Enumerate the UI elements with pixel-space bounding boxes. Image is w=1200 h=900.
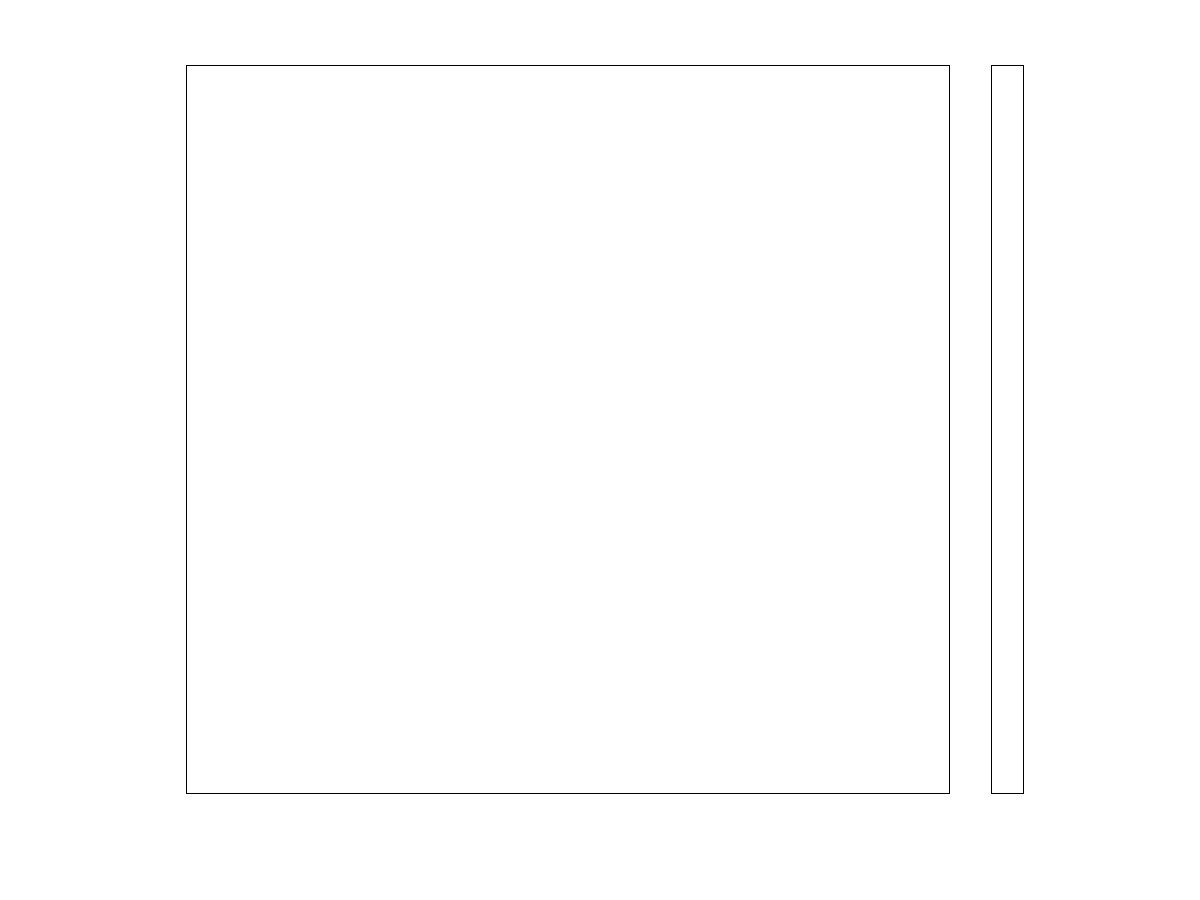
heatmap-image [187, 66, 949, 793]
colorbar-gradient [992, 66, 1023, 793]
colorbar [991, 65, 1024, 794]
heatmap-axes [186, 65, 950, 794]
